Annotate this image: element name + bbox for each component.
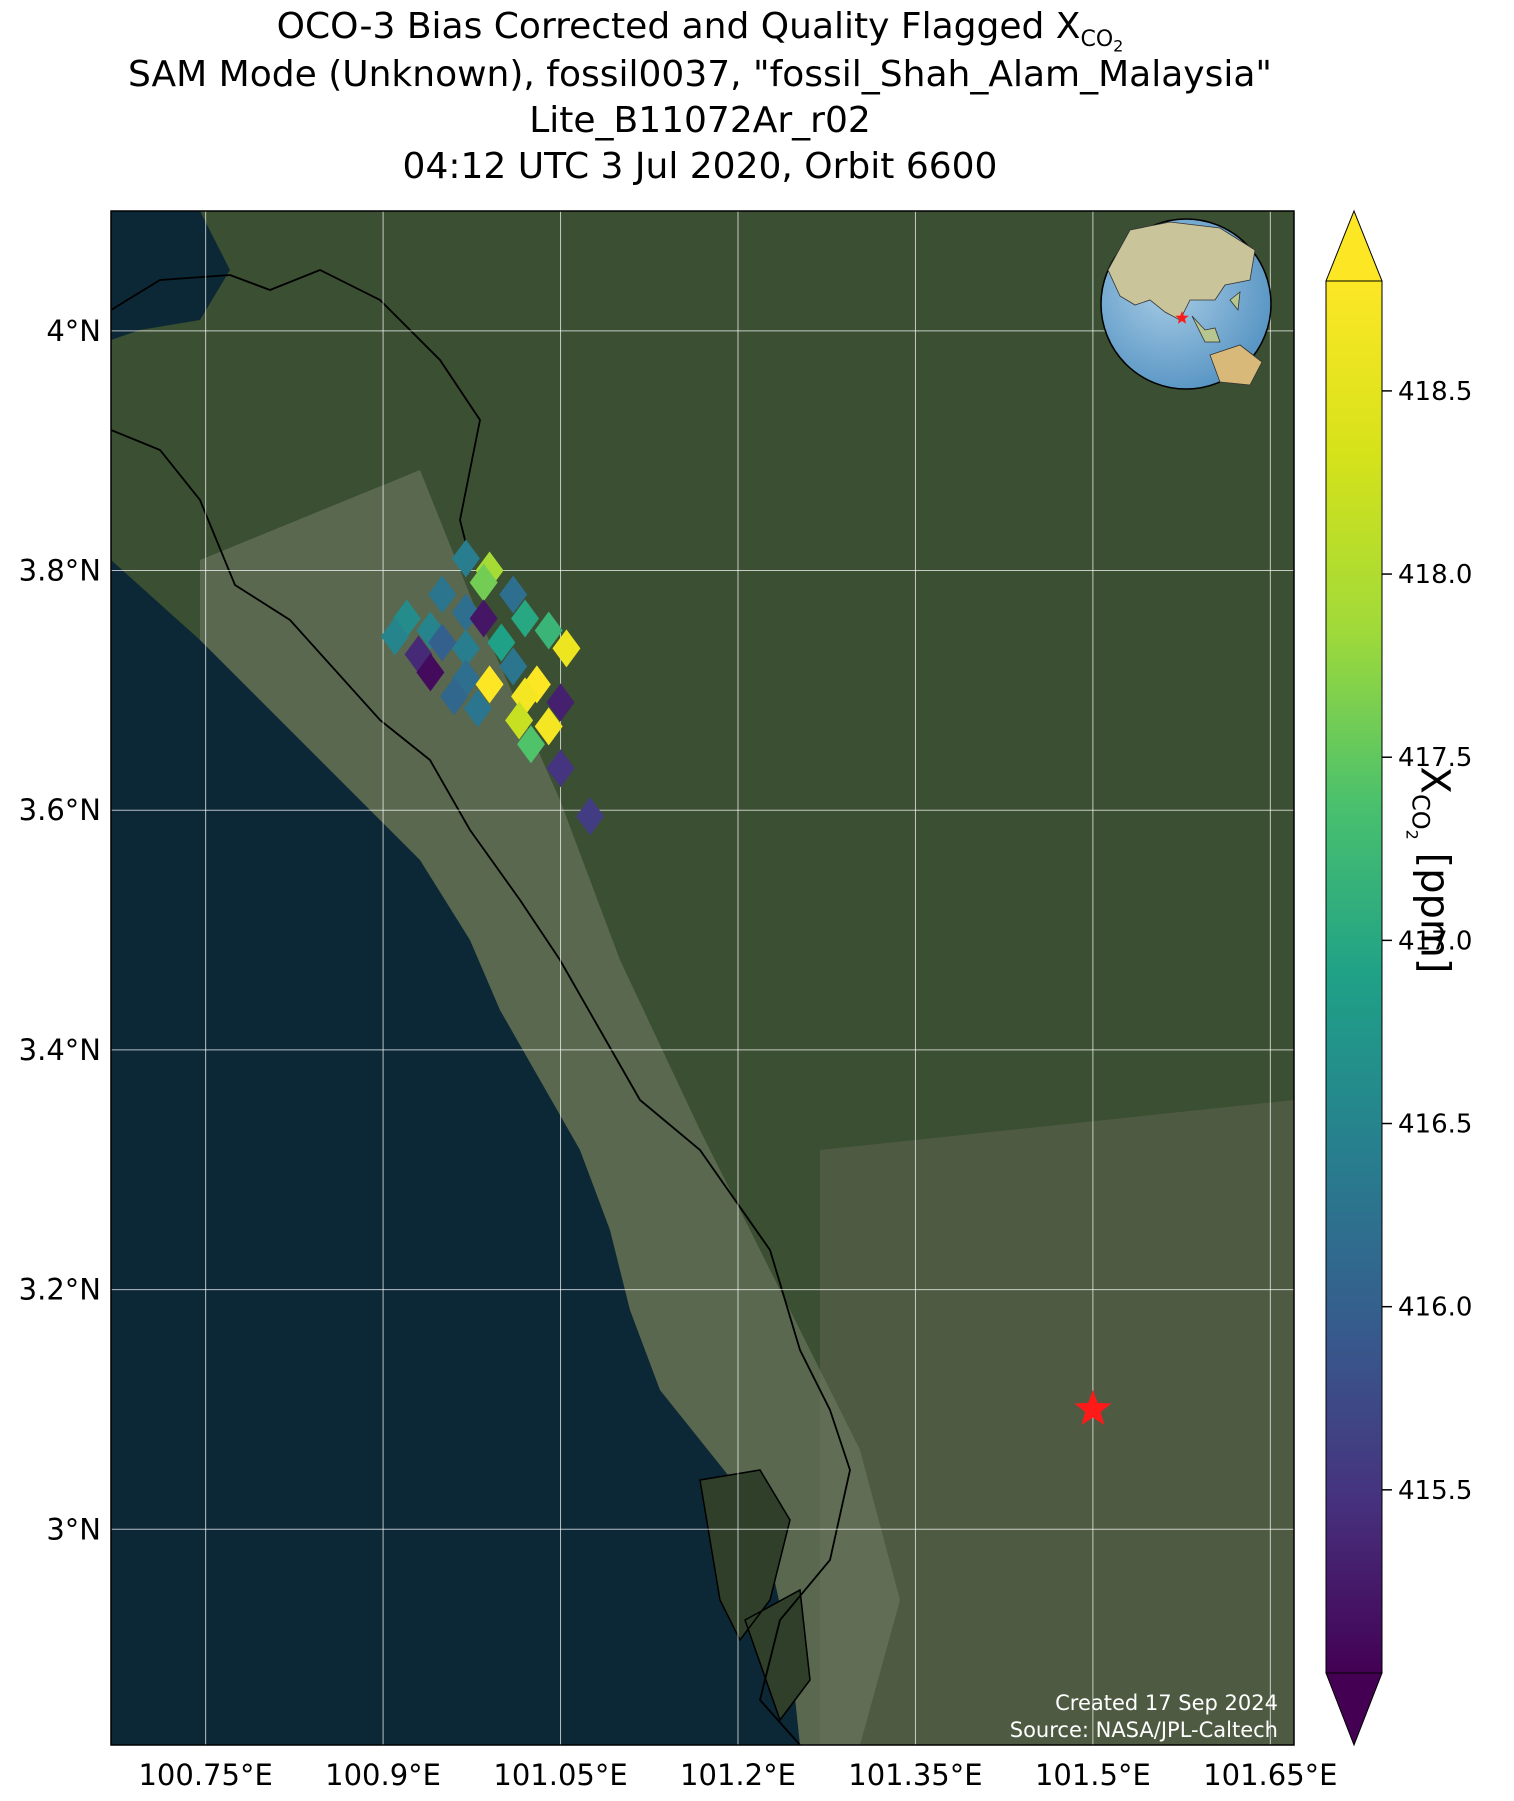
colorbar-ticks: 415.5 416.0 416.5 417.0 417.5 418.0 418.5 (1382, 377, 1472, 1506)
sounding-footprint (552, 629, 581, 668)
sounding-footprint (499, 575, 528, 614)
coastline-north (111, 269, 481, 561)
colorbar-tick-label: 416.5 (1398, 1110, 1472, 1140)
lon-tick-label: 101.05°E (493, 1758, 627, 1792)
lon-tick-label: 101.65°E (1203, 1758, 1337, 1792)
credit-created: Created 17 Sep 2024 (1055, 1691, 1278, 1715)
sounding-footprint (546, 683, 575, 722)
sounding-footprint (534, 707, 563, 746)
globe-locator-icon (1100, 218, 1272, 390)
colorbar-tick-label: 416.0 (1398, 1293, 1472, 1323)
longitude-tick-labels: 100.75°E 100.9°E 101.05°E 101.2°E 101.35°E 10… (138, 1758, 1337, 1792)
sounding-footprint (534, 611, 563, 650)
sounding-footprint (505, 701, 534, 740)
latitude-tick-labels: 4°N 3.8°N 3.6°N 3.4°N 3.2°N 3°N (19, 314, 101, 1546)
colorbar-label: XCO2 [ppm] (1402, 766, 1458, 974)
sounding-footprint (511, 599, 540, 638)
colorbar-gradient (1325, 280, 1383, 1674)
northwest-shore (111, 211, 230, 340)
sounding-footprint (428, 575, 457, 614)
sounding-footprint (487, 623, 516, 662)
sounding-footprint (428, 623, 457, 662)
colorbar-tick-label: 418.5 (1398, 377, 1472, 407)
lon-tick-label: 101.35°E (848, 1758, 982, 1792)
colorbar-tick-label: 418.0 (1398, 560, 1472, 590)
colorbar-tick-label: 417.0 (1398, 926, 1472, 956)
sounding-footprint (451, 539, 480, 578)
sounding-footprint (546, 749, 575, 788)
lon-tick-label: 101.2°E (680, 1758, 796, 1792)
sounding-footprint (451, 629, 480, 668)
lon-tick-label: 100.75°E (138, 1758, 272, 1792)
globe-target-icon (1175, 311, 1189, 324)
title-line-3: Lite_B11072Ar_r02 (529, 100, 871, 141)
colorbar: 415.5 416.0 416.5 417.0 417.5 418.0 418.5 (1325, 209, 1472, 1747)
mangrove-shore (200, 470, 900, 1745)
title-line-4: 04:12 UTC 3 Jul 2020, Orbit 6600 (402, 146, 998, 187)
lat-tick-label: 3°N (46, 1512, 101, 1546)
lat-tick-label: 4°N (46, 314, 101, 348)
sounding-footprint (463, 689, 492, 728)
sounding-footprint (380, 617, 409, 656)
sounding-footprint (416, 653, 445, 692)
sounding-footprint (440, 677, 469, 716)
colorbar-tick-label: 417.5 (1398, 743, 1472, 773)
lon-tick-label: 100.9°E (325, 1758, 441, 1792)
lat-tick-label: 3.8°N (19, 554, 101, 588)
urban-area (820, 1100, 1294, 1745)
xco2-soundings (380, 539, 605, 836)
sounding-footprint (469, 599, 498, 638)
sounding-footprint (499, 647, 528, 686)
colorbar-tick-label: 415.5 (1398, 1476, 1472, 1506)
title-line-2: SAM Mode (Unknown), fossil0037, "fossil_… (128, 54, 1272, 95)
map-frame (110, 210, 1295, 1746)
sounding-footprint (516, 725, 545, 764)
colorbar-extend-min (1325, 1672, 1383, 1747)
credit-source: Source: NASA/JPL-Caltech (1010, 1718, 1278, 1742)
delta-islands (699, 1469, 811, 1722)
sounding-footprint (576, 797, 605, 836)
lon-tick-label: 101.5°E (1035, 1758, 1151, 1792)
lat-tick-label: 3.4°N (19, 1033, 101, 1067)
sounding-footprint (475, 665, 504, 704)
lat-tick-label: 3.2°N (19, 1273, 101, 1307)
map-area (111, 211, 1294, 1745)
colorbar-extend-max (1325, 209, 1383, 282)
title-line-1: OCO-3 Bias Corrected and Quality Flagged… (276, 6, 1124, 56)
lat-tick-label: 3.6°N (19, 793, 101, 827)
target-star-icon (1074, 1389, 1112, 1426)
sounding-footprint (469, 563, 498, 602)
gridlines (111, 211, 1294, 1745)
coastline (111, 429, 851, 1745)
